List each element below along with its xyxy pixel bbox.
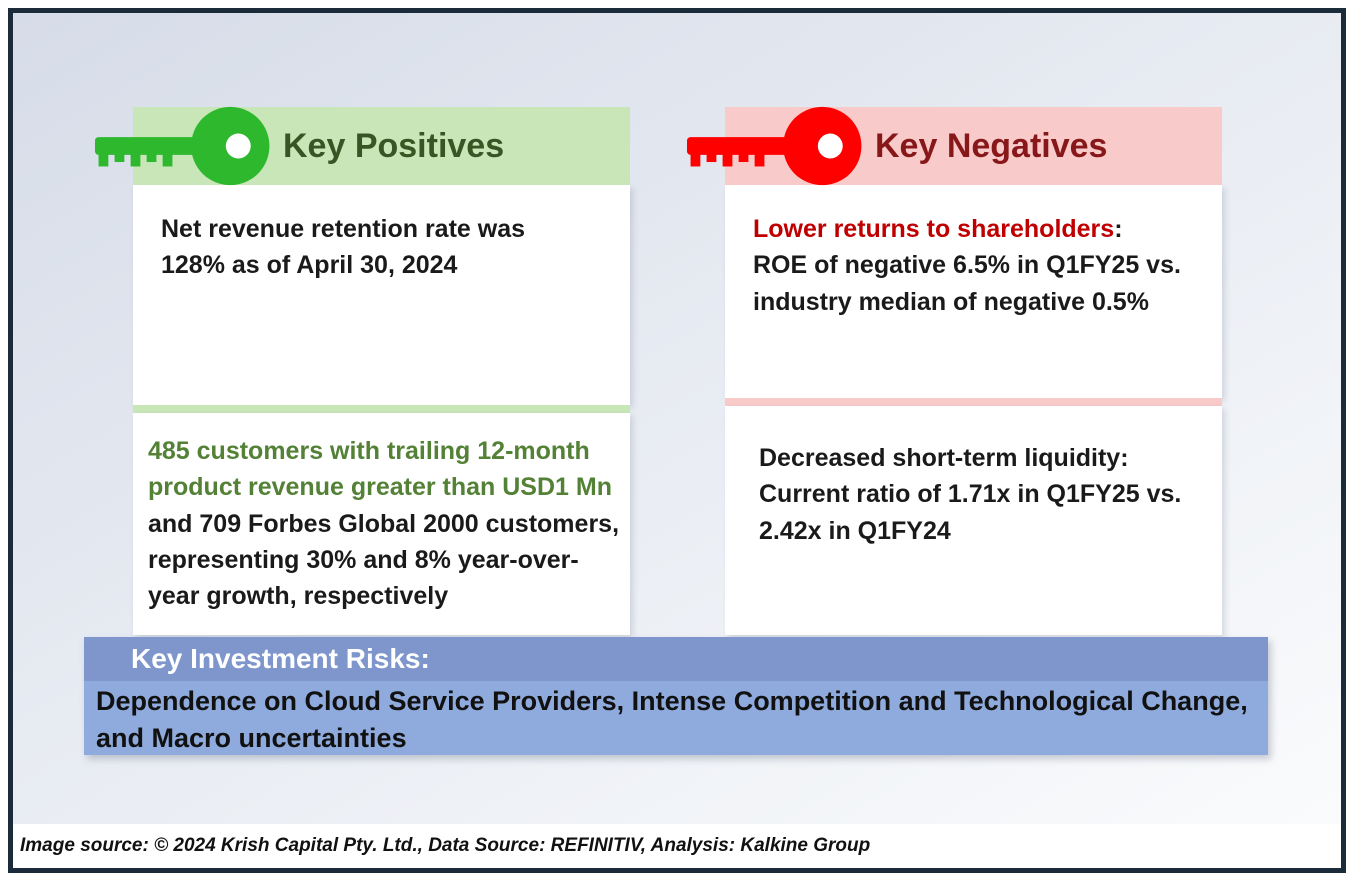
negatives-card-1-heading: Lower returns to shareholders:: [725, 185, 1222, 247]
image-source-footer: Image source: © 2024 Krish Capital Pty. …: [13, 824, 1341, 868]
negatives-card-2-heading: Decreased short-term liquidity:: [759, 444, 1129, 472]
image-source-text: Image source: © 2024 Krish Capital Pty. …: [20, 835, 871, 856]
negatives-divider: [725, 398, 1222, 406]
key-positives-title: Key Positives: [283, 127, 505, 165]
positives-card-2-black-text: and 709 Forbes Global 2000 customers, re…: [148, 509, 620, 611]
key-positives-header: Key Positives: [95, 106, 630, 186]
positives-card-2-text: 485 customers with trailing 12-month pro…: [133, 413, 630, 614]
negatives-card-1-body: ROE of negative 6.5% in Q1FY25 vs. indus…: [753, 251, 1181, 316]
key-negatives-title: Key Negatives: [875, 127, 1108, 165]
positives-divider: [133, 405, 630, 413]
negatives-card-1-heading-red: Lower returns to shareholders: [753, 215, 1115, 243]
negatives-card-1: Lower returns to shareholders: ROE of ne…: [725, 185, 1222, 398]
positives-card-2: 485 customers with trailing 12-month pro…: [133, 413, 630, 635]
negatives-card-2-body: Current ratio of 1.71x in Q1FY25 vs. 2.4…: [759, 480, 1182, 545]
positives-card-2-green-text: 485 customers with trailing 12-month pro…: [148, 437, 612, 502]
key-negatives-section: Key Negatives Lower returns to sharehold…: [687, 106, 1222, 635]
slide-frame: Key Positives Net revenue retention rate…: [8, 8, 1346, 873]
key-investment-risks-header: Key Investment Risks:: [84, 637, 1268, 681]
slide-canvas: Key Positives Net revenue retention rate…: [13, 13, 1341, 868]
key-icon-green: [95, 102, 273, 190]
key-investment-risks-text: Dependence on Cloud Service Providers, I…: [96, 686, 1248, 753]
key-icon-red: [687, 102, 865, 190]
negatives-card-1-heading-colon: :: [1114, 215, 1123, 243]
key-investment-risks-body: Dependence on Cloud Service Providers, I…: [84, 681, 1268, 755]
positives-card-1-text: Net revenue retention rate was 128% as o…: [161, 215, 526, 280]
negatives-card-2: Decreased short-term liquidity: Current …: [725, 406, 1222, 635]
positives-card-1: Net revenue retention rate was 128% as o…: [133, 185, 630, 405]
key-investment-risks-title: Key Investment Risks:: [131, 643, 430, 674]
key-positives-section: Key Positives Net revenue retention rate…: [95, 106, 630, 635]
key-investment-risks-section: Key Investment Risks: Dependence on Clou…: [84, 637, 1268, 755]
key-negatives-header: Key Negatives: [687, 106, 1222, 186]
